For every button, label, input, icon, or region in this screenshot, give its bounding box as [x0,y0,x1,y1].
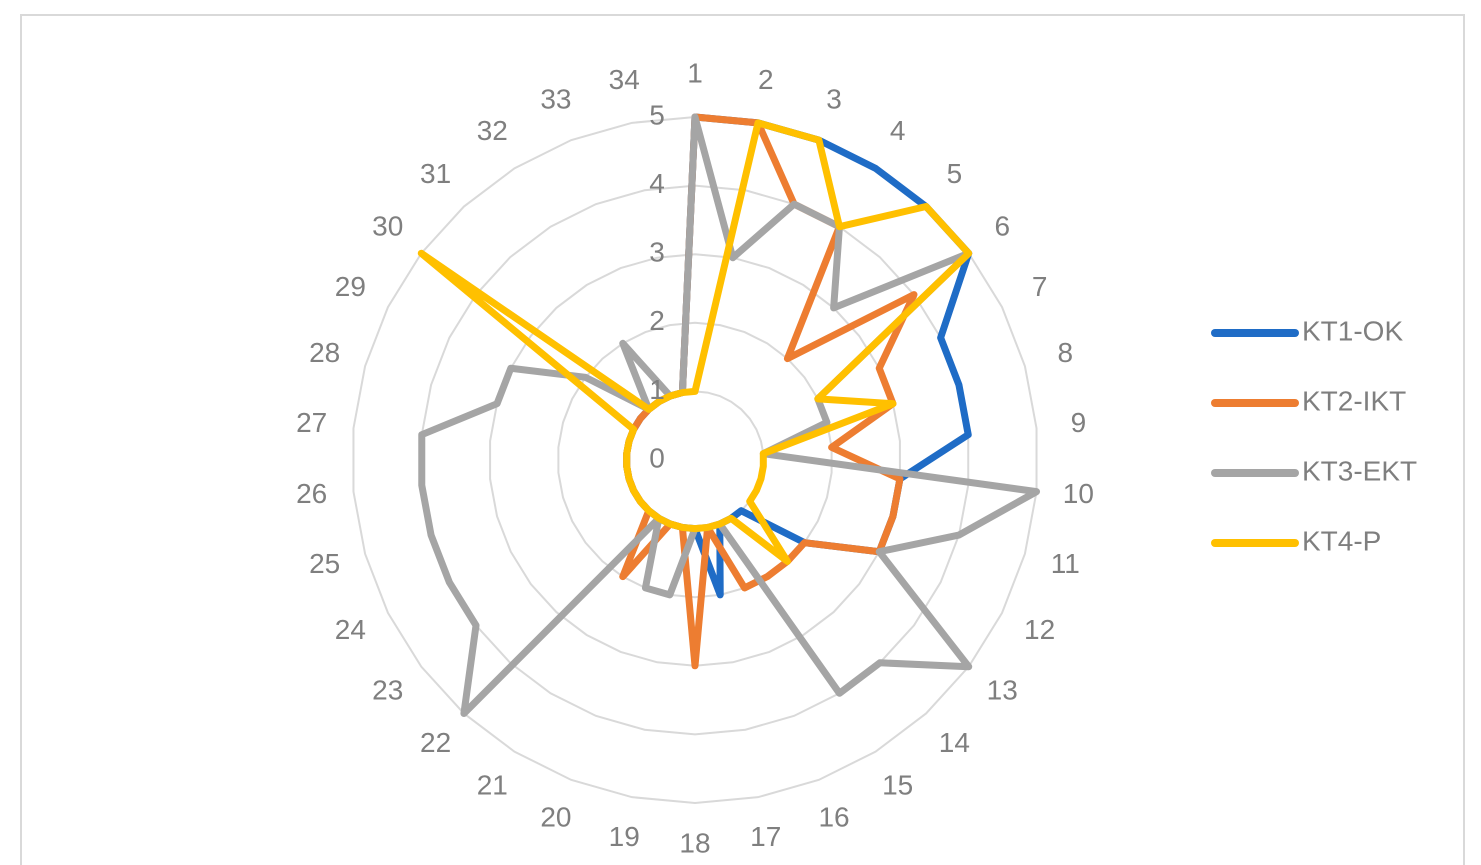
category-label: 25 [309,548,340,579]
category-label: 1 [687,57,703,88]
category-label: 27 [296,407,327,438]
category-label: 12 [1024,614,1055,645]
series-line [417,119,973,565]
category-label: 14 [939,727,970,758]
category-label: 31 [420,158,451,189]
r-tick-label: 4 [649,168,665,199]
r-tick-label: 3 [649,237,665,268]
category-label: 11 [1051,548,1080,579]
category-label: 33 [540,83,571,114]
legend: KT1-OK KT2-IKT KT3-EKT KT4-P [1211,315,1417,556]
r-tick-label: 0 [649,442,665,473]
r-tick-label: 2 [649,305,665,336]
category-label: 30 [372,210,403,241]
category-label: 23 [372,674,403,705]
legend-label: KT3-EKT [1302,455,1417,486]
category-label: 2 [758,64,774,95]
legend-label: KT1-OK [1302,315,1403,346]
category-label: 16 [818,801,849,832]
category-label: 7 [1032,271,1048,302]
category-label: 18 [679,827,710,858]
category-label: 20 [540,801,571,832]
category-label: 22 [420,727,451,758]
category-label: 10 [1063,478,1094,509]
legend-label: KT4-P [1302,525,1381,556]
category-label: 15 [882,770,913,801]
chart-frame [20,14,1465,865]
category-label: 28 [309,337,340,368]
category-label: 29 [335,271,366,302]
category-label: 6 [994,210,1010,241]
series-line [619,113,918,670]
grid-ring [352,115,1038,805]
category-label: 21 [477,770,508,801]
category-label: 19 [609,821,640,852]
category-label: 24 [335,614,366,645]
grid-ring [420,184,970,736]
legend-label: KT2-IKT [1302,385,1406,416]
category-label: 5 [947,158,963,189]
category-label: 13 [987,674,1018,705]
r-tick-label: 1 [649,374,665,405]
category-label: 17 [750,821,781,852]
category-label: 4 [890,115,906,146]
category-label: 32 [477,115,508,146]
series-lines [417,113,1041,717]
category-label: 8 [1058,337,1074,368]
r-tick-label: 5 [649,99,665,130]
grid-ring [557,321,833,599]
category-label: 26 [296,478,327,509]
category-label: 9 [1071,407,1087,438]
category-label: 3 [826,83,842,114]
category-label: 34 [609,64,640,95]
